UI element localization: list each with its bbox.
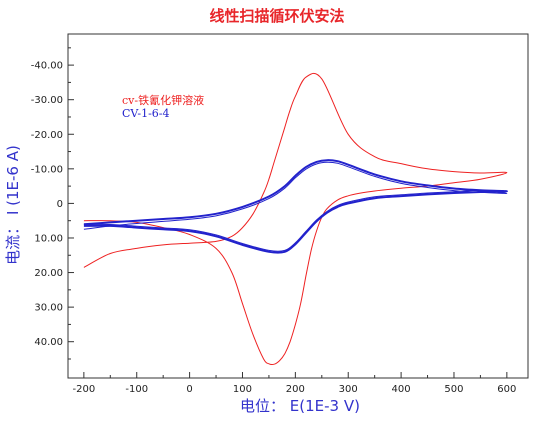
y-tick-label: -40.00: [31, 61, 63, 72]
y-tick-label: 20.00: [34, 268, 63, 279]
chart-title: 线性扫描循环伏安法: [209, 7, 344, 25]
x-axis-label: 电位： E(1E-3 V): [240, 397, 360, 415]
y-tick-label: 30.00: [34, 303, 63, 314]
series-line-2: [83, 159, 508, 254]
y-tick-label: -10.00: [31, 164, 63, 175]
x-tick-label: 500: [444, 384, 463, 395]
x-tick-label: -200: [73, 384, 96, 395]
x-axis: -200 -100 0 100 200 300 400 500 600: [73, 372, 516, 395]
y-tick-label: 10.00: [34, 233, 63, 244]
x-tick-label: 300: [339, 384, 358, 395]
series-line-3: [83, 161, 508, 252]
y-axis: -40.00 -30.00 -20.00 -10.00 0 10.00 20.00 30.00…: [31, 47, 74, 360]
x-tick-label: -100: [125, 384, 148, 395]
y-tick-label: 0: [57, 199, 63, 210]
y-tick-label: -30.00: [31, 95, 63, 106]
x-tick-label: 400: [392, 384, 411, 395]
y-tick-label: 40.00: [34, 337, 63, 348]
x-tick-label: 200: [286, 384, 305, 395]
legend-entry: cv-铁氰化钾溶液: [122, 93, 204, 107]
series-layer: [83, 72, 508, 366]
legend-entry: CV-1-6-4: [122, 107, 170, 120]
y-axis-label: 电流： I (1E-6 A): [4, 145, 22, 265]
x-tick-label: 100: [233, 384, 252, 395]
plot-frame: [67, 33, 529, 379]
x-tick-label: 600: [497, 384, 516, 395]
x-tick-label: 0: [186, 384, 192, 395]
y-tick-label: -20.00: [31, 130, 63, 141]
